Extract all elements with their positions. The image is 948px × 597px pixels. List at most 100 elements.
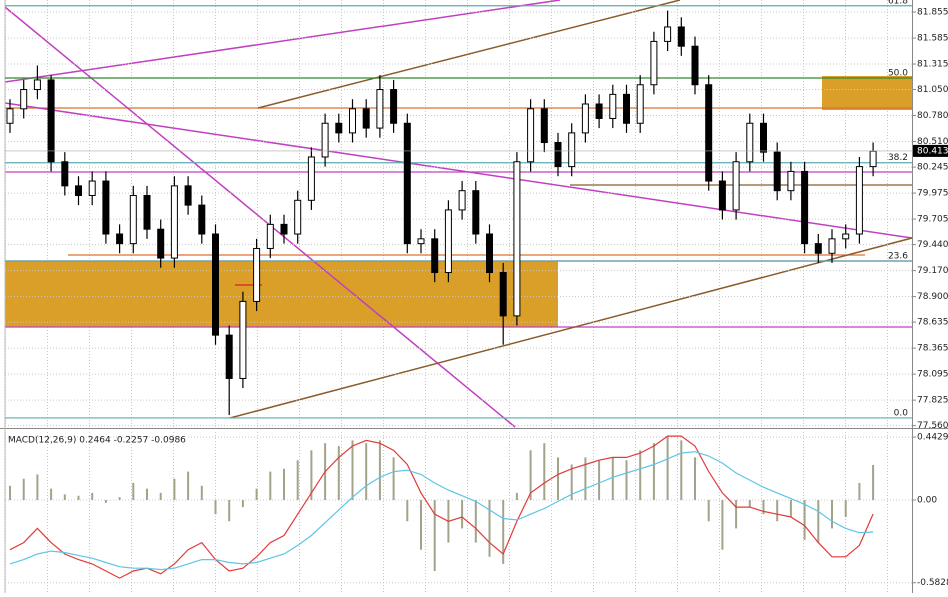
candle-body <box>513 161 521 317</box>
macd-line <box>9 435 874 579</box>
candle-body <box>75 185 82 196</box>
candle-body <box>157 228 165 259</box>
last-price-label: 80.413 <box>917 146 948 156</box>
y-tick-label: 79.170 <box>917 266 948 276</box>
candle-body <box>294 199 302 235</box>
y-tick-label: 79.705 <box>917 215 948 225</box>
histogram-bar <box>420 499 422 550</box>
histogram-bar <box>214 499 217 515</box>
candle-body <box>335 122 343 134</box>
y-tick-label: 79.975 <box>917 189 948 199</box>
histogram-bar <box>269 471 272 500</box>
trend-line <box>4 0 561 83</box>
candle-body <box>307 156 315 201</box>
y-tick-label: 0.4429 <box>917 433 948 443</box>
histogram-bar <box>707 499 710 522</box>
candle-body <box>184 185 192 206</box>
candle-body <box>527 108 535 163</box>
candle-body <box>116 233 124 245</box>
histogram-bar <box>132 482 135 500</box>
histogram-bar <box>77 495 80 500</box>
histogram-bar <box>296 460 299 500</box>
histogram-bar <box>351 440 354 500</box>
histogram-bar <box>283 468 285 500</box>
histogram-bar <box>378 440 381 500</box>
candle-body <box>143 194 151 230</box>
histogram-bar <box>748 499 751 508</box>
trend-line <box>4 102 913 239</box>
candle-body <box>47 79 55 163</box>
candle-body <box>869 150 877 168</box>
candle-body <box>623 93 630 124</box>
histogram-bar <box>694 457 696 500</box>
candle-body <box>390 89 398 124</box>
fib-label: 38.2 <box>888 153 908 163</box>
histogram-bar <box>91 492 94 500</box>
candle-body <box>88 180 96 196</box>
candle-body <box>376 89 384 129</box>
candle-body <box>33 79 41 91</box>
y-tick-label: 81.050 <box>917 85 948 95</box>
histogram-bar <box>762 499 765 515</box>
candle-body <box>239 300 247 379</box>
histogram-bar <box>337 446 340 500</box>
candle-body <box>568 132 576 168</box>
candle-body <box>362 108 370 129</box>
histogram-bar <box>228 499 231 522</box>
trend-line <box>229 237 913 419</box>
candle-body <box>691 45 699 86</box>
histogram-bar <box>721 499 724 550</box>
time-grid <box>5 430 912 593</box>
candle-body <box>486 233 493 274</box>
histogram-bar <box>392 457 395 500</box>
histogram-bar <box>9 485 11 500</box>
histogram-bar <box>310 450 313 500</box>
candle-body <box>6 108 14 124</box>
candle-body <box>225 334 233 379</box>
macd-line <box>9 451 874 571</box>
histogram-bar <box>858 482 861 500</box>
histogram-bar <box>433 499 436 571</box>
histogram-bar <box>543 443 546 500</box>
candle-body <box>280 223 288 235</box>
candle-body <box>855 166 863 235</box>
y-tick-label: 79.440 <box>917 240 948 250</box>
histogram-bar <box>844 499 847 518</box>
histogram-bar <box>515 492 518 500</box>
histogram-bar <box>529 450 532 500</box>
candle-body <box>170 185 178 259</box>
histogram-bar <box>652 443 655 500</box>
candle-body <box>773 151 781 192</box>
candle-body <box>349 108 356 134</box>
fib-label: 50.0 <box>888 69 908 79</box>
histogram-bar <box>639 450 642 500</box>
histogram-bar <box>159 492 162 500</box>
histogram-bar <box>789 499 792 518</box>
histogram-bar <box>50 488 53 500</box>
y-tick-label: 77.825 <box>917 396 948 406</box>
trend-line <box>4 6 516 428</box>
y-tick-label: 81.855 <box>917 8 948 18</box>
time-grid <box>5 0 912 427</box>
y-tick-label: 80.780 <box>917 111 948 121</box>
histogram-bar <box>406 499 409 522</box>
histogram-bar <box>584 457 587 500</box>
histogram-bar <box>872 465 875 500</box>
candle-body <box>609 93 617 119</box>
y-tick-label: 78.900 <box>917 292 948 302</box>
histogram-bar <box>570 464 573 500</box>
histogram-bar <box>488 499 491 557</box>
histogram-bar <box>63 494 66 500</box>
candle-body <box>212 233 219 336</box>
candle-body <box>787 170 795 192</box>
histogram-bar <box>255 488 258 500</box>
histogram-bar <box>831 499 833 529</box>
candle-body <box>61 161 69 187</box>
candle-body <box>102 180 110 235</box>
candle-body <box>718 180 726 211</box>
candle-body <box>636 84 644 124</box>
candle-body <box>266 223 274 249</box>
candle-body <box>253 247 261 302</box>
y-tick-label: 78.365 <box>917 344 948 354</box>
